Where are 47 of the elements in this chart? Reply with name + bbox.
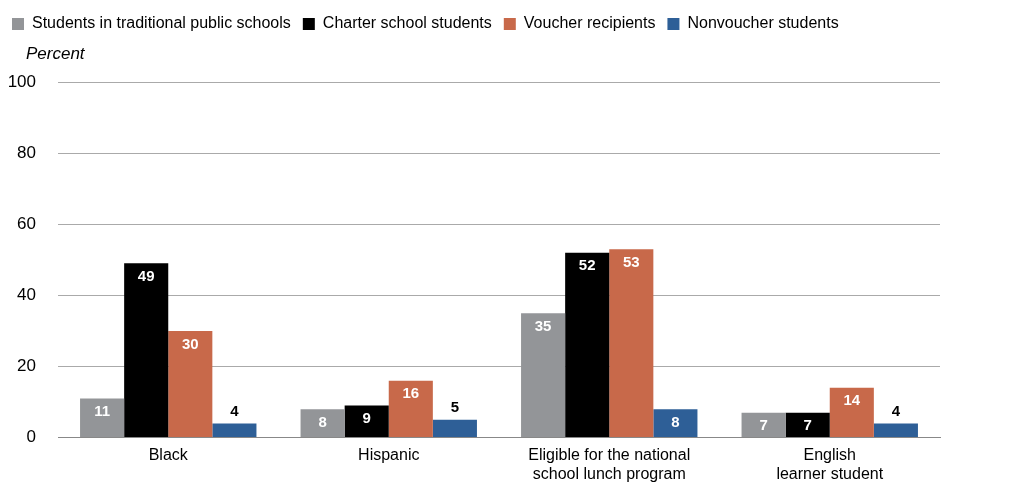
x-tick-label: Eligible for the national school lunch program (528, 445, 691, 482)
x-tick-label: Hispanic (358, 445, 420, 463)
y-tick-label: 20 (17, 356, 36, 376)
bar (80, 398, 125, 438)
y-tick-label: 100 (7, 71, 36, 91)
data-label: 49 (137, 267, 155, 284)
bar (344, 405, 389, 438)
legend-label: Voucher recipients (523, 14, 656, 32)
data-label: 30 (181, 334, 199, 352)
data-label: 4 (891, 402, 901, 420)
y-axis-title: Percent (26, 43, 86, 63)
bar (168, 330, 213, 438)
data-label: 8 (318, 412, 327, 430)
bar (388, 380, 433, 438)
bar (124, 263, 169, 438)
data-label: 7 (759, 416, 768, 434)
bar (432, 419, 477, 438)
bar (521, 313, 566, 438)
data-label: 4 (230, 402, 240, 420)
data-label: 52 (578, 256, 596, 274)
x-tick-label: Black (148, 445, 189, 463)
bar (653, 409, 698, 438)
bar (609, 249, 654, 438)
bar (300, 409, 345, 438)
data-label: 9 (362, 409, 371, 427)
bar (829, 387, 874, 438)
bar (873, 423, 918, 438)
bar (785, 412, 830, 438)
data-label: 53 (622, 252, 640, 270)
bar (741, 412, 786, 438)
data-label: 8 (671, 412, 680, 430)
x-tick-label: English learner student (776, 445, 884, 482)
y-tick-label: 40 (17, 285, 36, 305)
y-tick-label: 0 (26, 427, 36, 447)
legend-label: Students in traditional public schools (32, 14, 291, 32)
data-label: 14 (843, 391, 861, 409)
y-tick-label: 80 (17, 142, 36, 162)
legend-label: Charter school students (322, 14, 492, 32)
data-label: 16 (402, 384, 420, 402)
bar (565, 252, 610, 438)
data-label: 7 (803, 416, 812, 434)
legend-label: Nonvoucher students (687, 14, 839, 32)
data-label: 11 (94, 402, 111, 420)
data-label: 5 (450, 398, 460, 416)
y-tick-label: 60 (17, 213, 36, 233)
bar (212, 423, 257, 438)
data-label: 35 (534, 316, 552, 334)
